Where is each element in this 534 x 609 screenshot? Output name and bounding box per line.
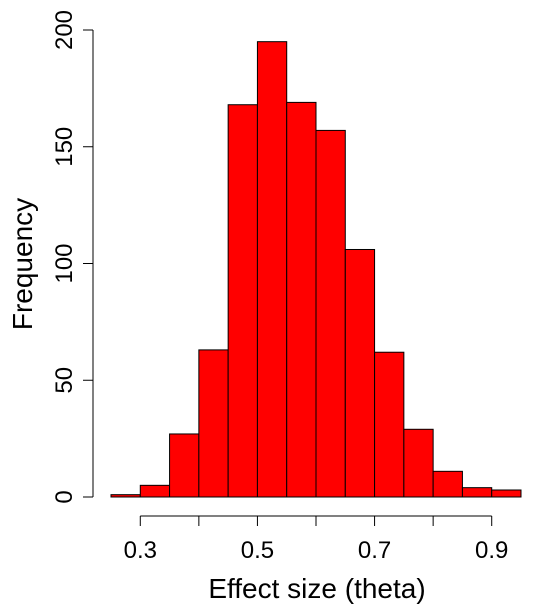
histogram-bar — [461, 487, 493, 498]
x-axis-title: Effect size (theta) — [208, 573, 425, 604]
histogram-bar — [286, 101, 317, 498]
y-tick-label: 0 — [51, 490, 78, 503]
x-tick-label: 0.9 — [475, 537, 508, 564]
histogram-bar — [315, 129, 346, 498]
histogram-bar — [374, 351, 405, 498]
histogram-bar — [403, 428, 434, 498]
histogram-bar — [169, 433, 200, 498]
histogram-bars — [110, 41, 522, 498]
y-axis-title: Frequency — [7, 198, 38, 330]
histogram-bar — [227, 104, 258, 498]
y-axis: 0 50 100 150 200 — [51, 10, 94, 504]
histogram-bar — [432, 470, 463, 498]
histogram-bar — [491, 489, 522, 498]
x-axis: 0.3 0.5 0.7 0.9 — [124, 515, 508, 564]
x-tick-label: 0.5 — [241, 537, 274, 564]
histogram-bar — [139, 484, 171, 498]
histogram-bar — [110, 494, 141, 498]
y-tick-label: 50 — [51, 367, 78, 394]
y-tick-label: 150 — [51, 127, 78, 167]
x-tick-label: 0.3 — [124, 537, 157, 564]
y-tick-label: 100 — [51, 243, 78, 283]
x-tick-label: 0.7 — [358, 537, 391, 564]
histogram-bar — [344, 248, 376, 498]
y-tick-label: 200 — [51, 10, 78, 50]
histogram-bar — [198, 349, 229, 498]
histogram-bar — [256, 41, 288, 498]
